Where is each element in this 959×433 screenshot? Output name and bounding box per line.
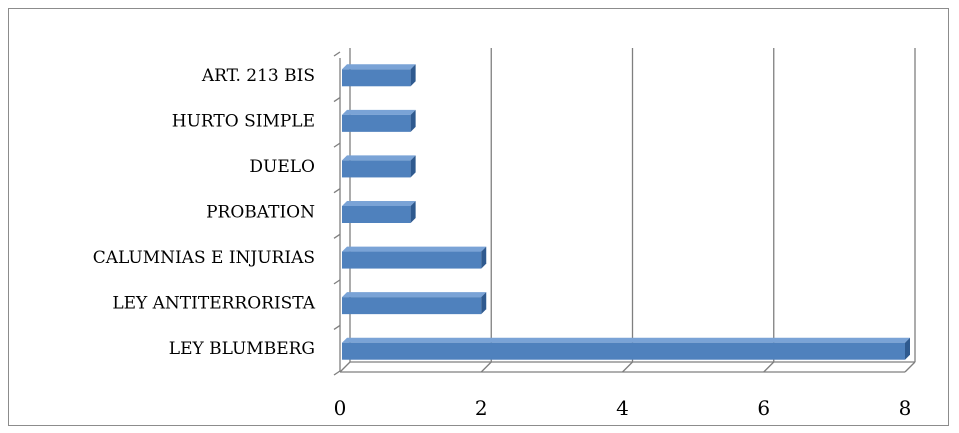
bar-side-0 bbox=[410, 64, 416, 87]
category-label-1: HURTO SIMPLE bbox=[172, 111, 315, 131]
floor-gridline-4 bbox=[904, 361, 916, 373]
bar-top-0 bbox=[342, 64, 416, 70]
bar-1 bbox=[342, 114, 411, 132]
x-tick-label-0: 0 bbox=[334, 396, 347, 420]
category-label-6: LEY BLUMBERG bbox=[169, 339, 315, 359]
bar-top-5 bbox=[342, 292, 487, 298]
x-tick-label-3: 6 bbox=[757, 396, 770, 420]
bar-top-4 bbox=[342, 246, 487, 252]
floor-gridline-2 bbox=[622, 361, 633, 373]
y-tick-7 bbox=[333, 370, 341, 376]
bar-5 bbox=[342, 297, 482, 315]
floor-gridline-1 bbox=[480, 361, 492, 373]
x-tick-label-2: 4 bbox=[616, 396, 629, 420]
bar-4 bbox=[342, 251, 482, 269]
bar-6 bbox=[342, 342, 905, 360]
bar-top-2 bbox=[342, 155, 416, 161]
x-tick-label-1: 2 bbox=[475, 396, 488, 420]
bar-top-1 bbox=[342, 109, 416, 115]
category-label-5: LEY ANTITERRORISTA bbox=[112, 294, 315, 314]
x-tick-label-4: 8 bbox=[899, 396, 912, 420]
bar-side-3 bbox=[410, 201, 416, 223]
chart-frame bbox=[8, 8, 949, 426]
y-tick-0 bbox=[333, 51, 341, 57]
bar-side-4 bbox=[481, 246, 487, 269]
bar-side-2 bbox=[410, 155, 416, 178]
floor-gridline-0 bbox=[339, 361, 351, 373]
y-tick-4 bbox=[333, 233, 341, 239]
category-label-0: ART. 213 BIS bbox=[201, 66, 315, 86]
bar-2 bbox=[342, 160, 411, 178]
bar-side-6 bbox=[905, 337, 910, 360]
y-tick-2 bbox=[333, 142, 341, 148]
y-tick-1 bbox=[333, 97, 341, 103]
bar-3 bbox=[342, 206, 411, 223]
bar-side-5 bbox=[481, 292, 487, 315]
category-label-3: PROBATION bbox=[206, 203, 315, 223]
y-tick-5 bbox=[333, 279, 341, 285]
bar-side-1 bbox=[410, 109, 416, 132]
category-label-2: DUELO bbox=[249, 157, 315, 177]
y-tick-3 bbox=[333, 188, 341, 194]
y-tick-6 bbox=[333, 324, 341, 330]
bar-top-3 bbox=[342, 201, 416, 206]
floor-gridline-3 bbox=[763, 361, 775, 373]
bar-top-6 bbox=[342, 337, 910, 343]
category-label-4: CALUMNIAS E INJURIAS bbox=[93, 248, 315, 268]
bar-0 bbox=[342, 69, 411, 87]
